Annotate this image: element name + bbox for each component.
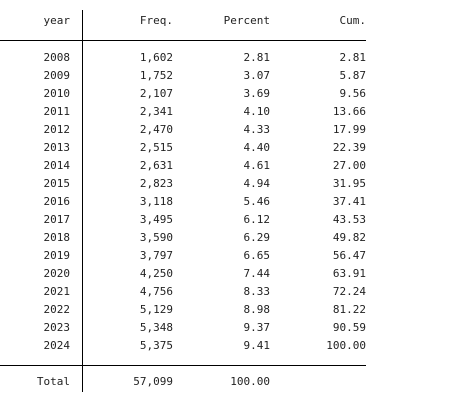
table-cell: 6.65 (244, 249, 271, 262)
table-cell: 2,470 (140, 123, 173, 136)
table-cell: 100.00 (326, 339, 366, 352)
table-cell: 2017 (44, 213, 71, 226)
table-cell: 3,495 (140, 213, 173, 226)
table-cell: 3.69 (244, 87, 271, 100)
table-cell: 8.33 (244, 285, 271, 298)
table-cell: 4.94 (244, 177, 271, 190)
table-cell: 2011 (44, 105, 71, 118)
table-cell: 2019 (44, 249, 71, 262)
table-cell: 2020 (44, 267, 71, 280)
table-cell: 22.39 (333, 141, 366, 154)
table-cell: 56.47 (333, 249, 366, 262)
header-cell: Cum. (340, 14, 367, 27)
table-cell: 90.59 (333, 321, 366, 334)
table-cell: 4.40 (244, 141, 271, 154)
table-cell: 2018 (44, 231, 71, 244)
table-cell: 2023 (44, 321, 71, 334)
table-cell: 2015 (44, 177, 71, 190)
table-cell: 1,602 (140, 51, 173, 64)
table-cell: 3,797 (140, 249, 173, 262)
table-cell: 2,823 (140, 177, 173, 190)
table-cell: 27.00 (333, 159, 366, 172)
table-cell: 37.41 (333, 195, 366, 208)
table-cell: 3,590 (140, 231, 173, 244)
table-cell: 2014 (44, 159, 71, 172)
table-cell: 6.29 (244, 231, 271, 244)
table-cell: 2,515 (140, 141, 173, 154)
table-cell: 8.98 (244, 303, 271, 316)
table-cell: 5,348 (140, 321, 173, 334)
table-cell: 2024 (44, 339, 71, 352)
header-cell: Freq. (140, 14, 173, 27)
table-cell: 49.82 (333, 231, 366, 244)
table-cell: 72.24 (333, 285, 366, 298)
table-cell: 2021 (44, 285, 71, 298)
table-cell: 3,118 (140, 195, 173, 208)
table-cell: 2022 (44, 303, 71, 316)
table-cell: 43.53 (333, 213, 366, 226)
table-cell: 2008 (44, 51, 71, 64)
table-cell: 13.66 (333, 105, 366, 118)
table-cell: 17.99 (333, 123, 366, 136)
table-cell: 4,756 (140, 285, 173, 298)
total-cell: 57,099 (133, 375, 173, 388)
table-cell: 3.07 (244, 69, 271, 82)
table-cell: 2,107 (140, 87, 173, 100)
table-cell: 2,341 (140, 105, 173, 118)
table-cell: 63.91 (333, 267, 366, 280)
table-cell: 2016 (44, 195, 71, 208)
total-cell: 100.00 (230, 375, 270, 388)
table-cell: 5,129 (140, 303, 173, 316)
table-cell: 2013 (44, 141, 71, 154)
table-cell: 2,631 (140, 159, 173, 172)
total-cell: Total (37, 375, 70, 388)
table-cell: 9.56 (340, 87, 367, 100)
table-cell: 31.95 (333, 177, 366, 190)
table-cell: 9.41 (244, 339, 271, 352)
table-cell: 4.10 (244, 105, 271, 118)
table-cell: 4.61 (244, 159, 271, 172)
table-cell: 5.46 (244, 195, 271, 208)
table-cell: 6.12 (244, 213, 271, 226)
table-cell: 9.37 (244, 321, 271, 334)
table-cell: 5.87 (340, 69, 367, 82)
table-cell: 81.22 (333, 303, 366, 316)
table-cell: 2009 (44, 69, 71, 82)
table-cell: 2.81 (340, 51, 367, 64)
table-cell: 7.44 (244, 267, 271, 280)
table-cell: 5,375 (140, 339, 173, 352)
header-cell: year (44, 14, 71, 27)
table-cell: 4.33 (244, 123, 271, 136)
table-cell: 2.81 (244, 51, 271, 64)
table-cell: 2012 (44, 123, 71, 136)
table-cell: 4,250 (140, 267, 173, 280)
table-cell: 1,752 (140, 69, 173, 82)
header-cell: Percent (224, 14, 270, 27)
table-cell: 2010 (44, 87, 71, 100)
